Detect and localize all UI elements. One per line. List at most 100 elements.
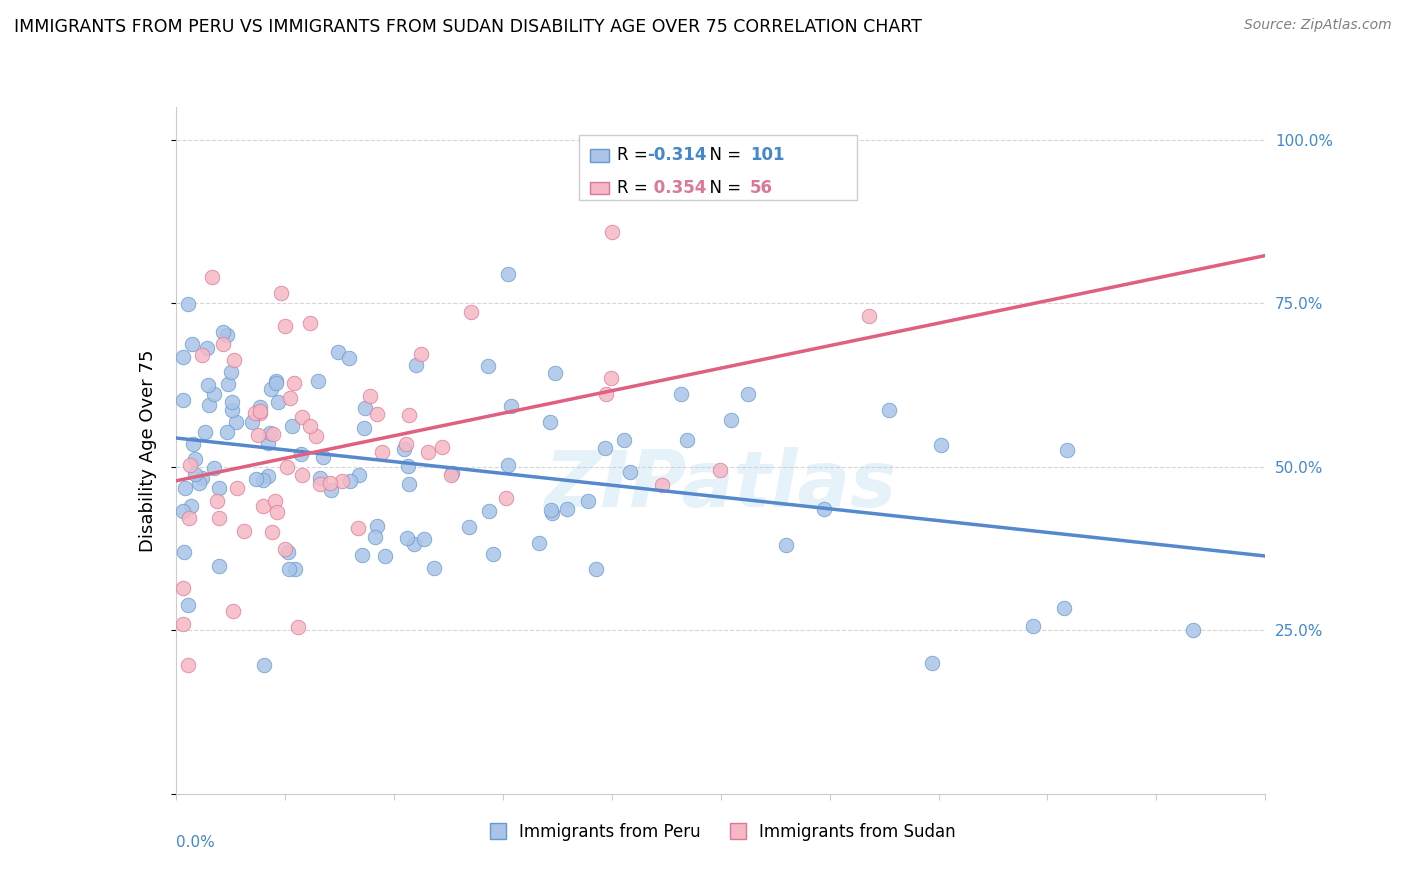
Point [264, 374, 287, 388]
Point [177, 598, 200, 612]
Point [262, 524, 284, 539]
Point [363, 530, 385, 544]
Point [195, 341, 218, 355]
Text: 0.354: 0.354 [648, 179, 706, 197]
Text: R =: R = [617, 146, 652, 164]
Point [541, 506, 564, 520]
Point [245, 472, 267, 486]
Point [540, 415, 562, 429]
Point [328, 345, 350, 359]
Point [498, 458, 520, 472]
Legend: Immigrants from Peru, Immigrants from Sudan: Immigrants from Peru, Immigrants from Su… [479, 816, 962, 847]
Point [374, 549, 396, 563]
Point [191, 471, 214, 485]
Point [339, 474, 361, 488]
Point [332, 474, 354, 488]
Point [396, 458, 419, 473]
Point [179, 458, 201, 472]
Point [266, 505, 288, 519]
Point [858, 310, 880, 324]
Point [423, 561, 446, 575]
Point [278, 391, 301, 405]
Point [354, 401, 377, 415]
Point [274, 319, 297, 334]
Point [264, 376, 287, 391]
Point [405, 358, 427, 372]
Point [555, 502, 578, 516]
Point [347, 521, 370, 535]
Point [720, 413, 742, 427]
Point [247, 428, 270, 442]
Point [221, 394, 243, 409]
Point [215, 328, 238, 343]
Point [337, 351, 360, 365]
Point [219, 365, 242, 379]
Point [460, 305, 482, 319]
Point [284, 561, 307, 575]
Point [676, 433, 699, 447]
Point [180, 499, 202, 513]
Point [1022, 619, 1045, 633]
Point [181, 436, 204, 450]
Point [172, 617, 194, 632]
Point [921, 656, 943, 670]
Point [249, 400, 271, 414]
Point [1056, 443, 1078, 458]
Point [929, 438, 952, 452]
Point [172, 504, 194, 518]
Point [277, 562, 299, 576]
Point [402, 537, 425, 551]
Point [287, 620, 309, 634]
Point [482, 547, 505, 561]
Point [709, 463, 731, 477]
Point [179, 511, 201, 525]
Point [398, 477, 420, 491]
Point [276, 460, 298, 475]
Point [457, 520, 479, 534]
Point [671, 387, 693, 401]
Point [172, 350, 194, 364]
Point [208, 511, 231, 525]
Point [529, 536, 551, 550]
Point [270, 285, 292, 300]
Point [283, 376, 305, 390]
Point [319, 483, 342, 497]
Text: ZIPatlas: ZIPatlas [544, 447, 897, 523]
Point [252, 657, 274, 672]
Point [208, 481, 231, 495]
Point [290, 447, 312, 461]
Point [595, 387, 617, 401]
Point [371, 445, 394, 459]
Point [225, 415, 247, 429]
Point [413, 532, 436, 546]
Point [495, 491, 517, 505]
Point [221, 604, 243, 618]
Point [307, 374, 329, 388]
Point [173, 544, 195, 558]
Point [349, 467, 371, 482]
Point [264, 493, 287, 508]
Point [651, 478, 673, 492]
Point [217, 425, 239, 439]
Text: 0.0%: 0.0% [176, 835, 215, 850]
Point [274, 541, 297, 556]
Point [252, 499, 274, 513]
Point [540, 503, 562, 517]
Point [177, 658, 200, 673]
Bar [591, 182, 609, 194]
Point [173, 481, 195, 495]
Text: Source: ZipAtlas.com: Source: ZipAtlas.com [1244, 18, 1392, 32]
Point [202, 461, 225, 475]
Point [249, 406, 271, 420]
Point [813, 502, 835, 516]
Point [477, 359, 499, 374]
Point [243, 406, 266, 420]
Point [299, 419, 322, 434]
Point [176, 296, 198, 310]
Bar [591, 149, 609, 161]
Point [613, 433, 636, 447]
Point [252, 473, 274, 487]
Point [201, 270, 224, 285]
Point [226, 481, 249, 495]
Point [359, 389, 381, 403]
